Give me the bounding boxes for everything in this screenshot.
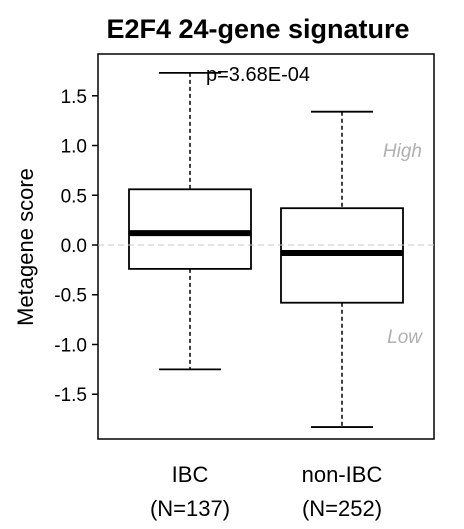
- box-ibc: [128, 72, 252, 371]
- low-zone-label: Low: [387, 327, 423, 348]
- category-label: IBC: [172, 462, 209, 487]
- high-zone-label: High: [383, 141, 422, 162]
- y-tick-label: -1.0: [54, 335, 87, 356]
- category-label: non-IBC: [302, 462, 383, 487]
- plot-frame: [97, 53, 435, 440]
- x-axis-labels: IBC (N=137) non-IBC (N=252): [150, 462, 383, 521]
- y-tick-label: 1.0: [61, 137, 87, 158]
- y-axis-label: Metagene score: [13, 168, 38, 326]
- y-axis: 1.5 1.0 0.5 0.0 -0.5 -1.0 -1.5: [54, 87, 98, 406]
- y-tick-label: 0.0: [61, 236, 87, 257]
- category-n-label: (N=137): [150, 496, 230, 521]
- y-tick-label: -1.5: [54, 385, 87, 406]
- y-tick-label: 1.5: [61, 87, 87, 108]
- p-value-annotation: p=3.68E-04: [206, 64, 310, 86]
- box-non-ibc: [280, 110, 404, 428]
- iqr-box: [128, 188, 252, 270]
- boxes-group: [128, 72, 404, 428]
- category-n-label: (N=252): [302, 496, 382, 521]
- y-tick-label: 0.5: [61, 186, 87, 207]
- y-tick-label: -0.5: [54, 286, 87, 307]
- chart-title: E2F4 24-gene signature: [106, 14, 409, 44]
